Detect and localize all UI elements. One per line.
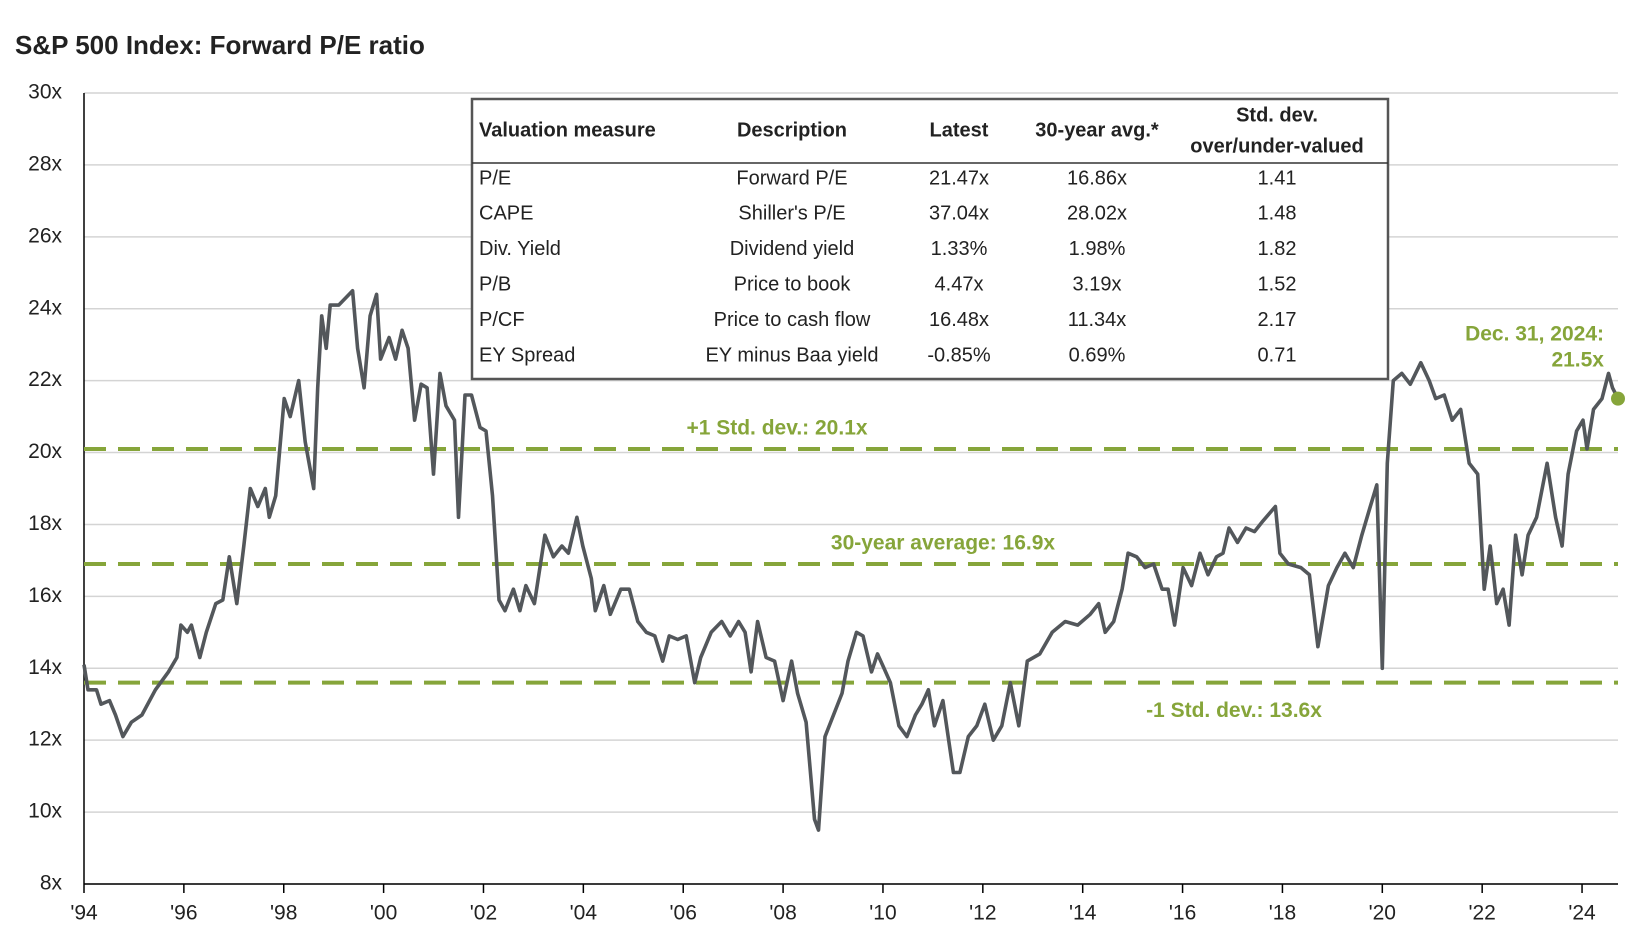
reference-label: +1 Std. dev.: 20.1x <box>686 416 867 439</box>
table-cell: -0.85% <box>927 344 991 366</box>
x-tick-label: '18 <box>1269 902 1296 925</box>
table-cell: 11.34x <box>1068 309 1127 331</box>
y-tick-label: 12x <box>28 728 62 751</box>
y-tick-label: 14x <box>28 656 62 679</box>
table-header: Description <box>737 119 847 141</box>
table-cell: 16.48x <box>929 309 989 331</box>
table-cell: 1.48 <box>1258 203 1297 225</box>
table-cell: 3.19x <box>1073 273 1122 295</box>
y-tick-label: 20x <box>28 440 62 463</box>
valuation-table: Valuation measure Description Latest 30-yea… <box>470 97 1390 381</box>
table-cell: 2.17 <box>1258 309 1297 331</box>
x-tick-label: '10 <box>869 902 896 925</box>
x-tick-label: '96 <box>170 902 197 925</box>
x-tick-label: '14 <box>1069 902 1097 925</box>
table-cell: Price to book <box>734 273 852 295</box>
x-tick-label: '94 <box>70 902 98 925</box>
table-cell: 28.02x <box>1067 203 1127 225</box>
latest-point <box>1611 391 1625 406</box>
reference-label: -1 Std. dev.: 13.6x <box>1146 699 1322 722</box>
table-cell: 1.33% <box>931 238 988 260</box>
table-cell: 21.47x <box>929 167 989 189</box>
table-header: 30-year avg.* <box>1035 119 1159 141</box>
y-tick-label: 26x <box>28 224 62 247</box>
y-tick-label: 18x <box>28 512 62 535</box>
table-cell: Dividend yield <box>730 238 855 260</box>
chart-title: S&P 500 Index: Forward P/E ratio <box>15 30 425 60</box>
table-cell: Shiller's P/E <box>738 203 845 225</box>
table-cell: 1.98% <box>1069 238 1126 260</box>
x-tick-label: '22 <box>1468 902 1495 925</box>
y-tick-label: 30x <box>28 81 62 104</box>
x-tick-label: '04 <box>570 902 598 925</box>
x-tick-label: '24 <box>1568 902 1596 925</box>
y-tick-label: 28x <box>28 152 62 175</box>
x-tick-label: '02 <box>470 902 497 925</box>
annotation: 21.5x <box>1551 349 1604 372</box>
x-tick-label: '12 <box>969 902 996 925</box>
series-line <box>82 289 1620 832</box>
y-tick-label: 10x <box>28 800 62 823</box>
table-cell: 1.82 <box>1258 238 1297 260</box>
x-tick-label: '16 <box>1169 902 1196 925</box>
table-cell: Div. Yield <box>479 238 561 260</box>
annotation: Dec. 31, 2024: <box>1465 323 1604 346</box>
table-header: over/under-valued <box>1190 135 1363 157</box>
table-cell: P/B <box>479 273 511 295</box>
table-cell: EY Spread <box>479 344 575 366</box>
table-cell: CAPE <box>479 203 533 225</box>
table-cell: Forward P/E <box>736 167 847 189</box>
table-cell: P/E <box>479 167 511 189</box>
table-cell: 1.52 <box>1258 273 1297 295</box>
x-tick-label: '00 <box>370 902 397 925</box>
table-header: Valuation measure <box>479 119 656 141</box>
y-tick-label: 22x <box>28 368 62 391</box>
y-tick-label: 8x <box>40 872 63 895</box>
y-tick-label: 24x <box>28 296 62 319</box>
table-header: Std. dev. <box>1236 104 1318 126</box>
table-cell: 16.86x <box>1067 167 1127 189</box>
table-cell: P/CF <box>479 309 525 331</box>
x-tick-label: '06 <box>670 902 697 925</box>
table-box <box>470 97 1390 381</box>
table-cell: 0.69% <box>1069 344 1126 366</box>
table-cell: 4.47x <box>935 273 984 295</box>
x-tick-label: '08 <box>769 902 796 925</box>
table-cell: EY minus Baa yield <box>705 344 878 366</box>
y-tick-label: 16x <box>28 584 62 607</box>
x-tick-label: '20 <box>1369 902 1396 925</box>
table-cell: 1.41 <box>1258 167 1297 189</box>
table-cell: 0.71 <box>1258 344 1297 366</box>
table-cell: 37.04x <box>929 203 989 225</box>
table-cell: Price to cash flow <box>714 309 871 331</box>
table-header: Latest <box>930 119 989 141</box>
x-tick-label: '98 <box>270 902 297 925</box>
reference-label: 30-year average: 16.9x <box>831 532 1055 555</box>
